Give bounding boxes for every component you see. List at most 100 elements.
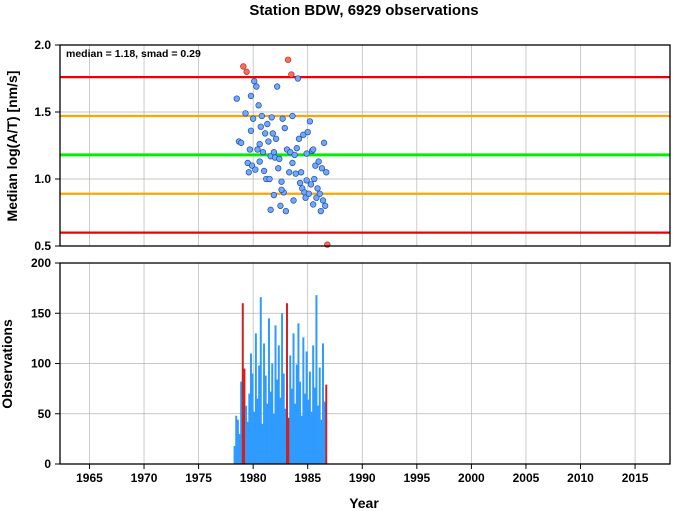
- data-point: [276, 155, 283, 163]
- observation-bar: [254, 333, 257, 464]
- data-point: [292, 170, 299, 177]
- top-y-ticks: 0.5 1.0 1.5 2.0: [34, 38, 60, 253]
- data-point: [293, 145, 300, 152]
- data-point: [289, 159, 296, 167]
- data-point: [306, 118, 314, 125]
- observation-bar: [236, 419, 239, 464]
- observation-bar: [285, 303, 288, 464]
- observation-bar: [233, 445, 236, 464]
- bottom-y-tick-label: 200: [31, 256, 51, 270]
- data-point: [269, 130, 276, 137]
- x-tick-label: 2005: [513, 471, 540, 485]
- top-y-tick-label: 1.0: [34, 172, 51, 186]
- data-point: [233, 95, 240, 102]
- data-point: [294, 75, 302, 82]
- data-point: [290, 197, 297, 204]
- observation-bar: [256, 398, 259, 464]
- observation-bar: [292, 333, 295, 464]
- data-point: [319, 197, 327, 204]
- x-tick-label: 2010: [567, 471, 594, 485]
- data-point: [253, 83, 260, 90]
- data-point: [256, 141, 263, 148]
- observation-bar: [302, 337, 305, 464]
- data-point: [275, 165, 282, 172]
- outlier-point: [240, 63, 247, 70]
- data-point: [302, 194, 309, 201]
- observation-bar: [287, 417, 290, 464]
- observation-bar: [241, 303, 244, 464]
- data-point: [278, 186, 285, 193]
- data-point: [311, 175, 318, 183]
- observation-bar: [321, 343, 324, 464]
- x-tick-label: 1975: [185, 471, 212, 485]
- data-point: [304, 128, 311, 136]
- data-point: [296, 179, 304, 187]
- data-point: [247, 127, 255, 134]
- x-tick-label: 1980: [240, 471, 267, 485]
- observation-bar: [290, 388, 293, 464]
- chart-title: Station BDW, 6929 observations: [249, 2, 478, 19]
- top-y-tick-label: 2.0: [34, 38, 51, 52]
- outlier-point: [288, 71, 295, 78]
- observation-bar: [300, 415, 303, 464]
- data-point: [254, 146, 261, 153]
- bottom-y-tick-label: 150: [31, 306, 51, 320]
- observation-bar: [318, 367, 321, 464]
- data-point: [272, 135, 280, 142]
- observation-bar: [289, 355, 292, 464]
- observation-bar: [264, 375, 267, 464]
- data-point: [310, 146, 317, 153]
- data-point: [303, 150, 310, 157]
- data-point: [252, 166, 259, 173]
- bottom-y-tick-label: 100: [31, 357, 51, 371]
- observation-bar: [274, 325, 277, 464]
- data-point: [322, 202, 329, 209]
- observation-bar: [266, 403, 269, 464]
- observation-bar: [310, 411, 313, 464]
- data-point: [259, 149, 267, 156]
- data-point: [281, 124, 288, 132]
- data-point: [242, 110, 249, 117]
- reference-lines: [60, 76, 670, 234]
- observation-bar: [303, 393, 306, 464]
- top-y-tick-label: 1.5: [34, 105, 51, 119]
- data-point: [318, 165, 326, 172]
- data-point: [312, 162, 319, 169]
- x-tick-label: 1985: [294, 471, 321, 485]
- data-point: [317, 208, 324, 215]
- observation-bar: [320, 419, 323, 464]
- data-point: [316, 190, 323, 197]
- data-point: [313, 194, 320, 201]
- observation-bar: [317, 405, 320, 464]
- observation-bar: [312, 345, 315, 464]
- top-y-tick-label: 0.5: [34, 239, 51, 253]
- x-tick-label: 1970: [131, 471, 158, 485]
- data-point: [255, 102, 262, 109]
- observation-bar: [248, 393, 251, 464]
- observation-bar: [279, 397, 282, 464]
- data-point: [264, 120, 271, 128]
- data-point: [289, 112, 296, 120]
- observation-bar: [271, 363, 274, 464]
- observation-bar: [307, 399, 310, 464]
- data-point: [278, 178, 285, 185]
- observation-bar: [245, 405, 248, 464]
- observation-bar: [282, 373, 285, 464]
- observation-bar: [299, 381, 302, 464]
- data-point: [268, 114, 275, 121]
- observation-bar: [308, 371, 311, 464]
- data-point: [286, 169, 293, 176]
- observation-bar: [295, 364, 298, 464]
- data-point: [320, 139, 328, 146]
- observation-bar: [272, 413, 275, 464]
- observation-bar: [267, 318, 270, 464]
- observation-bar: [243, 368, 246, 464]
- observation-bar: [277, 345, 280, 464]
- observation-bar: [325, 384, 328, 464]
- x-tick-label: 2015: [622, 471, 649, 485]
- data-point: [251, 78, 258, 85]
- x-tick-label: 1990: [349, 471, 376, 485]
- bottom-gridlines: [60, 262, 670, 465]
- data-point: [298, 169, 305, 176]
